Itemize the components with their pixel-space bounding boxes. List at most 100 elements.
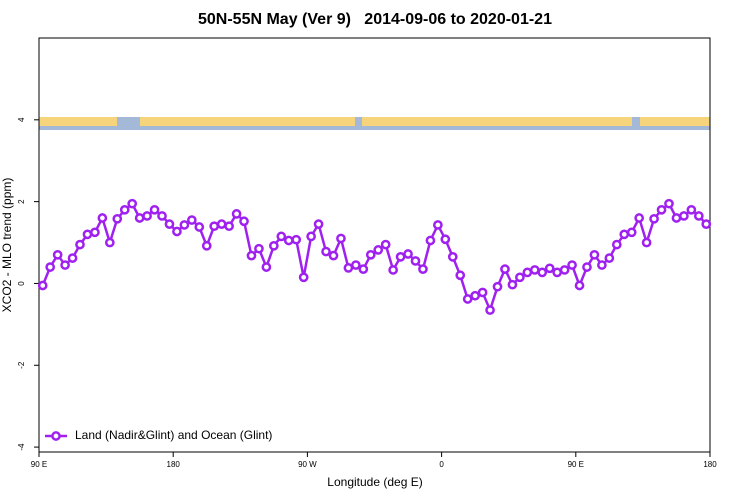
data-point	[194, 222, 205, 232]
data-point	[604, 253, 615, 263]
data-point	[269, 240, 279, 251]
data-point	[37, 280, 48, 291]
data-point	[373, 245, 384, 255]
y-tick-label: 4	[17, 117, 26, 122]
data-point	[179, 220, 190, 230]
x-tick-label: 180	[167, 460, 181, 469]
plot-frame	[38, 37, 711, 453]
data-point	[641, 237, 652, 248]
data-point	[276, 231, 287, 242]
data-point	[157, 211, 167, 221]
data-point	[440, 234, 451, 245]
data-point	[358, 264, 369, 274]
data-point	[410, 256, 421, 266]
data-point	[395, 252, 406, 262]
x-tick-label: 180	[703, 460, 717, 469]
y-tick-label: -2	[17, 361, 26, 369]
data-point	[209, 221, 220, 232]
data-point	[67, 253, 78, 263]
data-point	[649, 213, 659, 224]
data-point	[172, 226, 182, 237]
x-tick-label: 90 E	[568, 460, 584, 469]
data-point	[567, 260, 577, 270]
data-point	[574, 280, 585, 291]
y-tick-label: 2	[17, 199, 26, 204]
data-point	[597, 260, 607, 270]
data-point	[351, 260, 361, 270]
data-point	[671, 213, 682, 223]
y-tick-label: -4	[17, 443, 26, 451]
data-point	[52, 249, 63, 260]
data-point	[112, 213, 123, 224]
data-point	[380, 239, 391, 250]
data-point	[664, 198, 674, 209]
data-point	[686, 204, 697, 215]
data-point	[45, 262, 56, 272]
data-point	[239, 216, 249, 227]
data-point	[82, 229, 93, 240]
data-point	[336, 233, 346, 244]
data-point	[97, 213, 108, 223]
data-point	[254, 243, 264, 254]
data-point	[656, 204, 667, 215]
data-point	[90, 227, 100, 238]
data-point	[149, 204, 160, 215]
data-point	[119, 204, 130, 215]
x-tick-label: 0	[439, 460, 444, 469]
data-point	[224, 221, 234, 232]
data-point	[634, 213, 645, 223]
data-point	[298, 272, 309, 283]
data-point	[433, 220, 443, 230]
legend-marker	[51, 431, 61, 441]
data-point	[626, 227, 637, 238]
legend-label: Land (Nadir&Glint) and Ocean (Glint)	[75, 428, 272, 442]
data-point	[75, 239, 85, 250]
data-point	[529, 265, 540, 275]
x-tick-label: 90 E	[31, 460, 47, 469]
data-point	[679, 211, 689, 221]
data-point	[134, 213, 145, 223]
data-point	[500, 264, 510, 274]
data-point	[507, 279, 518, 290]
data-point	[544, 263, 555, 274]
x-axis-label: Longitude (deg E)	[327, 475, 422, 489]
data-point	[693, 211, 704, 221]
data-point	[164, 219, 175, 229]
data-point	[455, 270, 466, 281]
y-tick-label: 0	[17, 281, 26, 286]
data-point	[492, 281, 503, 292]
data-point	[515, 272, 525, 283]
data-point	[701, 219, 712, 229]
data-point	[283, 235, 294, 246]
data-point	[201, 240, 212, 251]
data-point	[261, 262, 272, 272]
data-point	[611, 239, 622, 250]
data-point	[365, 249, 376, 260]
land-ocean-strip	[39, 117, 710, 130]
data-point	[418, 264, 428, 274]
data-point	[328, 250, 339, 261]
data-point	[552, 267, 563, 278]
data-point	[313, 219, 324, 229]
data-point	[462, 294, 473, 304]
data-point	[537, 267, 548, 278]
data-point	[291, 234, 302, 245]
data-point	[619, 229, 630, 240]
data-point	[306, 231, 316, 242]
data-point	[321, 246, 331, 257]
data-point	[522, 267, 533, 278]
y-axis-label: XCO2 - MLO trend (ppm)	[0, 178, 14, 313]
data-point	[231, 209, 242, 219]
data-point	[104, 237, 115, 248]
data-point	[388, 265, 398, 275]
data-point	[186, 215, 197, 225]
chart-title: 50N-55N May (Ver 9) 2014-09-06 to 2020-0…	[198, 11, 552, 28]
data-point	[403, 249, 413, 259]
data-point	[485, 305, 495, 315]
data-point	[470, 290, 480, 301]
data-point	[127, 198, 138, 209]
data-point	[477, 287, 488, 298]
x-tick-label: 90 W	[298, 460, 317, 469]
data-point	[425, 235, 436, 246]
